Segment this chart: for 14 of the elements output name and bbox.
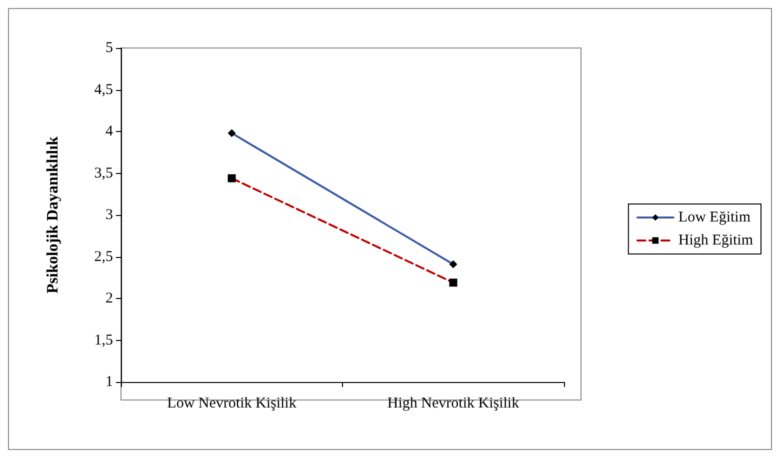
y-tick-label: 1 bbox=[106, 374, 113, 390]
y-tick-label: 1,5 bbox=[94, 332, 113, 348]
y-tick-label: 2 bbox=[106, 290, 113, 306]
y-tick-label: 4,5 bbox=[94, 82, 113, 98]
y-tick-label: 4 bbox=[106, 124, 114, 140]
y-axis-title: Psikolojik Dayanıklılık bbox=[44, 136, 62, 294]
legend-label: Low Eğitim bbox=[678, 210, 751, 226]
x-tick-label: Low Nevrotik Kişilik bbox=[167, 396, 297, 412]
y-tick-label: 5 bbox=[106, 40, 113, 56]
y-tick-label: 2,5 bbox=[94, 248, 113, 265]
y-tick-label: 3,5 bbox=[94, 165, 113, 182]
legend-label: High Eğitim bbox=[678, 232, 754, 248]
x-tick-label: High Nevrotik Kişilik bbox=[387, 396, 520, 412]
y-tick-label: 3 bbox=[106, 207, 113, 223]
